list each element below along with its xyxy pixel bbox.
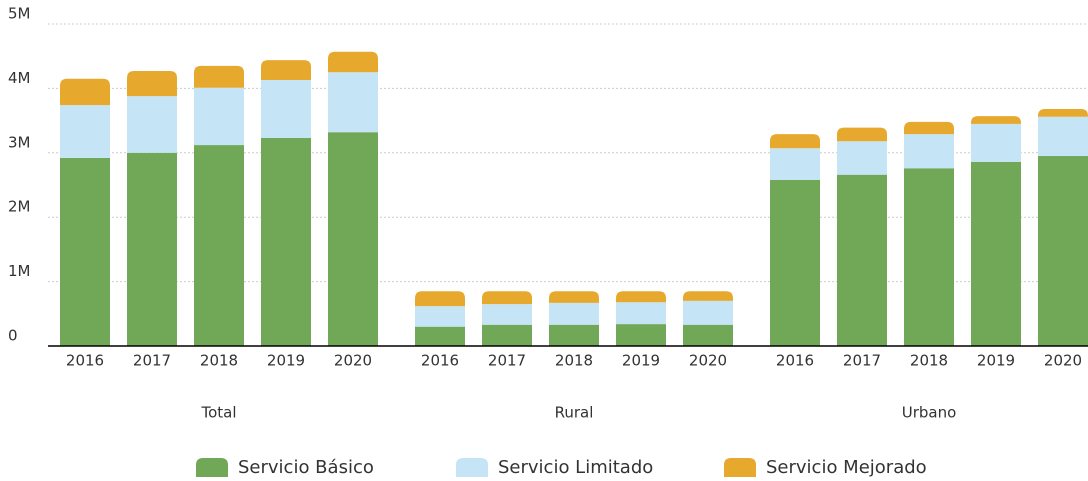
bar-segment <box>194 87 244 146</box>
x-tick-label: 2017 <box>133 352 171 370</box>
x-tick-label: 2019 <box>267 352 305 370</box>
bar-segment <box>971 161 1021 346</box>
bar-segment <box>482 324 532 346</box>
bar-segment <box>616 302 666 325</box>
bar-segment <box>837 127 887 142</box>
bar-segment <box>1038 156 1088 346</box>
bar-segment <box>194 65 244 88</box>
group-label: Urbano <box>902 404 957 422</box>
bar-segment <box>60 157 110 346</box>
bar-segment <box>616 324 666 346</box>
bar-segment <box>194 145 244 346</box>
bar-segment <box>60 78 110 106</box>
bar-segment <box>261 60 311 81</box>
bar-segment <box>1038 109 1088 117</box>
x-tick-label: 2018 <box>910 352 948 370</box>
legend-swatch <box>724 458 756 477</box>
x-tick-label: 2019 <box>977 352 1015 370</box>
bar-segment <box>971 123 1021 162</box>
bar-segment <box>482 291 532 305</box>
bar-segment <box>127 71 177 97</box>
legend-label: Servicio Básico <box>238 457 374 478</box>
bar-segment <box>328 132 378 346</box>
bar-segment <box>482 304 532 325</box>
bar-segment <box>415 326 465 346</box>
legend-label: Servicio Mejorado <box>766 457 927 478</box>
bar-segment <box>261 137 311 346</box>
x-tick-label: 2020 <box>689 352 727 370</box>
x-tick-label: 2016 <box>421 352 459 370</box>
x-tick-label: 2018 <box>555 352 593 370</box>
x-tick-label: 2017 <box>488 352 526 370</box>
x-tick-label: 2020 <box>334 352 372 370</box>
bar-segment <box>127 96 177 153</box>
group-label: Total <box>200 404 236 422</box>
group-label: Rural <box>555 404 594 422</box>
bar-segment <box>837 141 887 175</box>
bar-segment <box>837 174 887 346</box>
bar-segment <box>328 72 378 133</box>
bar-segment <box>549 302 599 325</box>
bar-segment <box>904 168 954 346</box>
bar-segment <box>770 148 820 180</box>
bar-segment <box>770 179 820 346</box>
y-tick-label: 0 <box>8 327 18 345</box>
bar-segment <box>549 324 599 346</box>
x-tick-label: 2019 <box>622 352 660 370</box>
legend-swatch <box>196 458 228 477</box>
bar-segment <box>904 121 954 135</box>
bar-segment <box>549 291 599 303</box>
legend-swatch <box>456 458 488 477</box>
x-tick-label: 2018 <box>200 352 238 370</box>
y-tick-label: 5M <box>8 5 31 23</box>
bar-segment <box>415 291 465 307</box>
x-tick-label: 2016 <box>66 352 104 370</box>
y-tick-label: 2M <box>8 198 31 216</box>
bar-segment <box>770 134 820 149</box>
bar-segment <box>683 324 733 346</box>
y-tick-label: 1M <box>8 262 31 280</box>
bar-segment <box>127 152 177 346</box>
y-tick-label: 4M <box>8 69 31 87</box>
bar-segment <box>971 116 1021 124</box>
bar-segment <box>415 306 465 327</box>
bar-segment <box>683 291 733 301</box>
bar-segment <box>616 291 666 303</box>
bar-segment <box>683 300 733 325</box>
y-tick-label: 3M <box>8 133 31 151</box>
bar-segment <box>60 105 110 158</box>
legend-label: Servicio Limitado <box>498 457 653 478</box>
bar-segment <box>1038 116 1088 157</box>
x-tick-label: 2017 <box>843 352 881 370</box>
x-tick-label: 2016 <box>776 352 814 370</box>
bar-segment <box>328 51 378 73</box>
x-tick-label: 2020 <box>1044 352 1082 370</box>
bar-segment <box>261 80 311 138</box>
bar-segment <box>904 134 954 169</box>
